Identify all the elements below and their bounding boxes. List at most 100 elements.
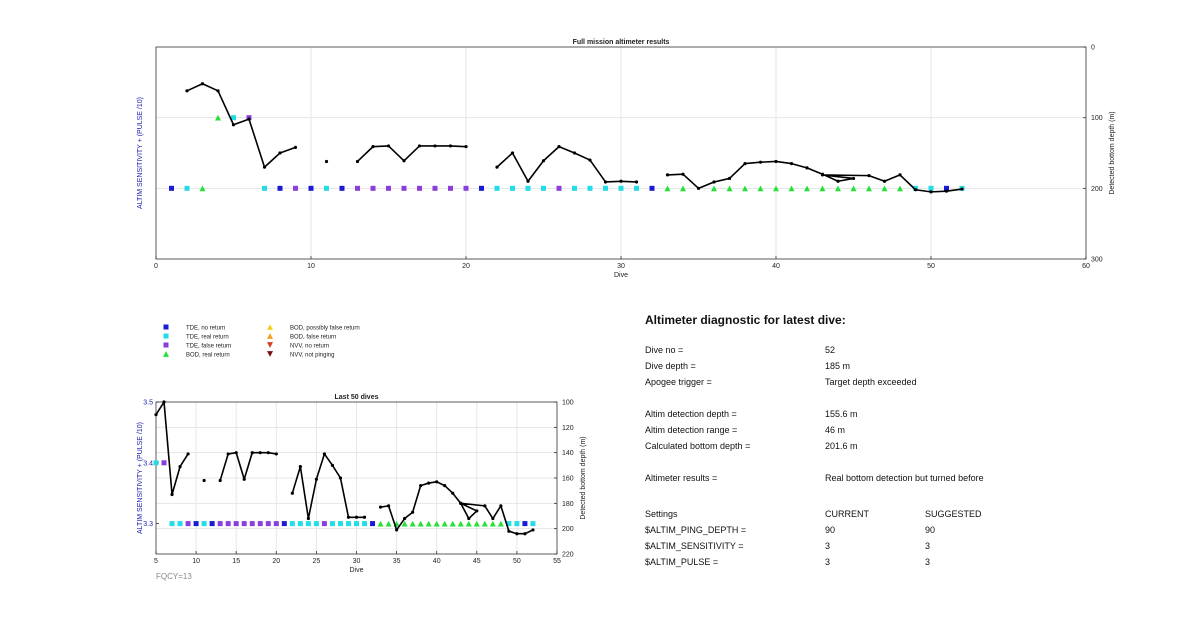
marker-bod-real-return	[377, 520, 384, 527]
diag-row-results: Altimeter results = Real bottom detectio…	[645, 473, 1165, 489]
diag-value: Real bottom detection but turned before	[825, 473, 984, 483]
diag-row-bottom-depth: Calculated bottom depth = 201.6 m	[645, 441, 1165, 457]
marker-tde-false-return	[386, 185, 391, 191]
x-tick-label: 25	[313, 558, 321, 565]
marker-bod-real-return	[425, 520, 432, 527]
legend-label: BOD, real return	[186, 353, 230, 359]
marker-tde-false-return	[417, 185, 422, 191]
chart-title: Last 50 dives	[335, 394, 379, 401]
marker-tde-no-return	[308, 185, 314, 191]
marker-tde-false-return	[401, 185, 407, 191]
last-50-dives-chart: 5 10 15 20 25 30 35 40 45 50 55 100 120 140 160 180 200 2…	[137, 394, 587, 581]
marker-tde-false-return	[273, 521, 279, 527]
legend-marker-tde-real-return	[163, 333, 169, 339]
depth-point	[378, 505, 383, 509]
depth-point	[758, 160, 763, 164]
marker-tde-real-return	[313, 521, 319, 527]
depth-point	[882, 179, 887, 183]
depth-point	[354, 515, 359, 519]
depth-point	[338, 476, 343, 480]
x-tick-label: 30	[353, 558, 361, 565]
depth-point	[274, 452, 278, 456]
diag-label: Calculated bottom depth =	[645, 441, 751, 451]
diag-value: 52	[825, 345, 836, 355]
y-right-tick-label: 140	[562, 450, 574, 457]
marker-tde-real-return	[510, 185, 515, 191]
diag-label: Altim detection depth =	[645, 409, 737, 419]
x-tick-label: 15	[232, 558, 240, 565]
diag-row-dive-depth: Dive depth = 185 m	[645, 361, 1165, 377]
x-tick-label: 20	[272, 558, 280, 565]
marker-bod-real-return	[497, 520, 504, 527]
depth-point	[362, 515, 367, 519]
depth-point	[475, 509, 479, 513]
legend-marker-nvv-no-return	[267, 342, 273, 348]
marker-bod-real-return	[819, 185, 826, 192]
diag-label: Dive depth =	[645, 361, 696, 371]
marker-bod-real-return	[726, 185, 733, 192]
depth-point	[427, 481, 431, 485]
marker-tde-real-return	[514, 521, 520, 527]
setting-label: $ALTIM_PULSE =	[645, 557, 719, 567]
marker-bod-real-return	[409, 520, 416, 527]
marker-tde-false-return-upper	[161, 460, 167, 466]
diag-value: 201.6 m	[825, 441, 858, 451]
setting-row-sensitivity: $ALTIM_SENSITIVITY = 3 3	[645, 541, 1165, 557]
marker-tde-false-return	[370, 185, 376, 191]
depth-point	[531, 528, 535, 532]
depth-point	[226, 452, 230, 456]
marker-tde-false-return	[556, 185, 562, 191]
legend-label: BOD, possibly false return	[290, 326, 360, 332]
setting-current: 90	[825, 525, 836, 535]
depth-point	[634, 180, 639, 184]
marker-tde-real-return	[169, 521, 175, 527]
marker-tde-real-return	[541, 185, 546, 191]
depth-point	[483, 504, 487, 508]
depth-point	[913, 188, 918, 192]
legend-label: TDE, no return	[186, 326, 225, 332]
diag-row-detection-range: Altim detection range = 46 m	[645, 425, 1165, 441]
legend-marker-bod-possibly-false-return	[267, 324, 273, 330]
depth-point	[491, 516, 495, 521]
diag-row-dive-no: Dive no = 52	[645, 345, 1165, 361]
depth-point	[526, 179, 530, 183]
marker-tde-real-return	[345, 521, 351, 527]
marker-tde-real-return	[587, 185, 593, 191]
depth-point	[185, 89, 189, 93]
marker-tde-real-return	[506, 521, 512, 527]
setting-label: $ALTIM_PING_DEPTH =	[645, 525, 747, 535]
marker-bod-real-return	[385, 520, 392, 527]
depth-point	[324, 159, 329, 164]
depth-point	[346, 515, 351, 519]
x-axis-label: Dive	[614, 272, 628, 279]
diag-label: Altim detection range =	[645, 425, 738, 435]
diag-label: Altimeter results =	[645, 473, 718, 483]
legend-label: TDE, false return	[186, 344, 231, 350]
depth-point	[588, 158, 592, 162]
marker-tde-real-return	[530, 521, 536, 527]
marker-tde-false-return	[448, 185, 453, 191]
setting-row-pulse: $ALTIM_PULSE = 3 3	[645, 557, 1165, 573]
marker-tde-false-return	[293, 185, 298, 191]
depth-point	[247, 117, 251, 121]
marker-tde-false-return	[265, 521, 271, 527]
legend-marker-nvv-not-pinging	[267, 351, 273, 357]
depth-point	[541, 159, 546, 163]
marker-tde-false-return	[257, 521, 263, 527]
marker-bod-real-return	[489, 520, 496, 527]
y-left-axis-label: ALTIM SENSITIVITY + (PULSE /10)	[137, 422, 144, 534]
y-left-tick-label: 3.3	[143, 521, 153, 528]
marker-tde-false-return	[321, 521, 327, 527]
y-right-tick-label: 100	[562, 400, 574, 407]
marker-tde-real-return	[494, 185, 500, 191]
depth-point	[443, 484, 447, 488]
marker-tde-no-return	[649, 185, 655, 191]
x-tick-label: 35	[393, 558, 401, 565]
x-tick-label: 60	[1082, 263, 1090, 270]
x-tick-label: 10	[192, 558, 200, 565]
marker-tde-no-return	[277, 185, 283, 191]
depth-point	[419, 484, 423, 488]
settings-header: Settings CURRENT SUGGESTED	[645, 509, 1165, 525]
legend: TDE, no return TDE, real return TDE, false…	[163, 324, 360, 359]
depth-point	[258, 451, 262, 455]
